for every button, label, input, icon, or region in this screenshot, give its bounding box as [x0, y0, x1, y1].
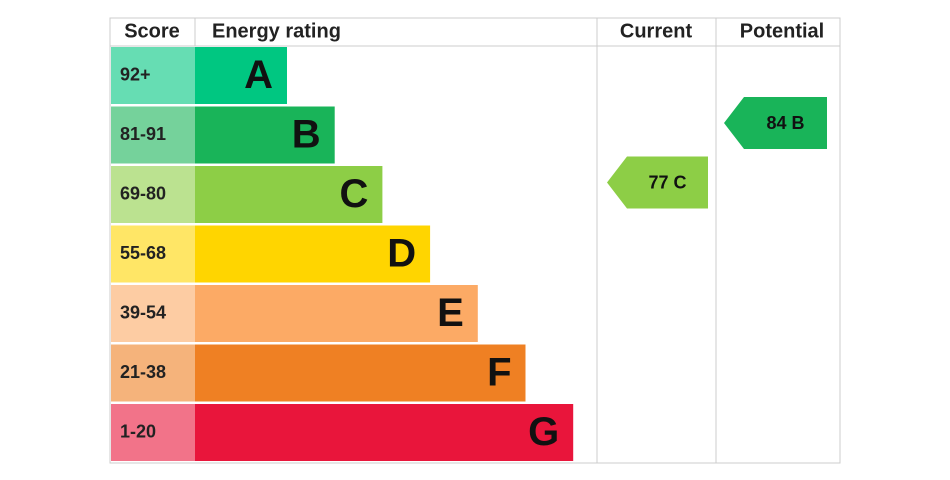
current-rating: C: [674, 172, 687, 192]
rating-letter: A: [244, 53, 273, 97]
score-cell: [111, 47, 195, 104]
rating-letter: D: [387, 232, 416, 276]
header-current: Current: [620, 20, 693, 42]
potential-score: 84: [766, 113, 786, 133]
score-label: 55-68: [120, 243, 166, 263]
current-arrow: [607, 156, 708, 209]
rating-bar: [195, 106, 335, 164]
current-score: 77: [648, 172, 668, 192]
rating-letter: E: [437, 291, 464, 335]
potential-rating: B: [792, 113, 805, 133]
rating-bar: [195, 404, 574, 461]
score-cell: [111, 344, 195, 402]
score-label: 92+: [120, 64, 151, 84]
score-cell: [111, 106, 195, 164]
score-cell: [111, 285, 195, 342]
rating-bar: [195, 47, 287, 104]
rating-bar: [195, 166, 383, 223]
rating-letter: F: [487, 351, 511, 395]
rating-letter: G: [528, 410, 559, 454]
rating-letter: B: [292, 113, 321, 157]
score-cell: [111, 225, 195, 283]
score-label: 1-20: [120, 421, 156, 441]
score-cell: [111, 166, 195, 223]
score-cell: [111, 404, 195, 461]
current-label: 77 C: [648, 172, 686, 192]
rating-bar: [195, 344, 526, 402]
score-label: 81-91: [120, 124, 166, 144]
header-score: Score: [124, 20, 180, 42]
score-label: 39-54: [120, 302, 166, 322]
score-label: 21-38: [120, 362, 166, 382]
score-label: 69-80: [120, 183, 166, 203]
header-potential: Potential: [740, 20, 824, 42]
rating-bar: [195, 225, 431, 283]
frame: [109, 17, 841, 464]
rating-bar: [195, 285, 478, 342]
header-rating: Energy rating: [212, 20, 341, 42]
potential-arrow: [724, 97, 827, 149]
potential-label: 84 B: [766, 113, 804, 133]
rating-letter: C: [340, 172, 369, 216]
